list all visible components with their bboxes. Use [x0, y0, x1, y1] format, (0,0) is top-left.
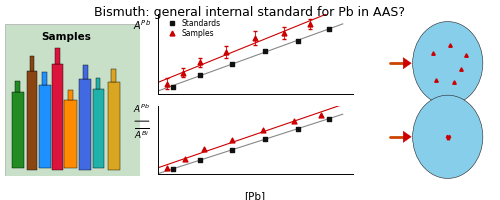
- Bar: [56, 48, 60, 64]
- Bar: [111, 69, 116, 82]
- Legend: Standards, Samples: Standards, Samples: [164, 18, 222, 39]
- Bar: [83, 65, 88, 79]
- Point: [181, 158, 189, 161]
- Circle shape: [422, 32, 474, 94]
- Bar: [12, 92, 24, 168]
- Bar: [96, 78, 100, 89]
- Point: [325, 117, 333, 120]
- Circle shape: [412, 22, 483, 105]
- Circle shape: [439, 53, 456, 74]
- Point: [228, 149, 235, 152]
- Text: Samples: Samples: [41, 32, 90, 42]
- Bar: [93, 89, 104, 168]
- Point: [163, 167, 171, 170]
- Text: $\overline{A^{Bi}}$: $\overline{A^{Bi}}$: [134, 127, 150, 142]
- Bar: [39, 85, 51, 168]
- Point: [318, 113, 326, 116]
- Bar: [52, 64, 63, 170]
- Point: [169, 167, 177, 170]
- Bar: [79, 79, 92, 170]
- Point: [261, 138, 269, 141]
- Point: [228, 62, 235, 65]
- Bar: [68, 90, 73, 100]
- Circle shape: [412, 95, 483, 178]
- Text: $A^{Pb}$: $A^{Pb}$: [134, 103, 150, 115]
- Point: [294, 127, 302, 130]
- Text: Bismuth: general internal standard for Pb in AAS?: Bismuth: general internal standard for P…: [94, 6, 406, 19]
- Circle shape: [430, 42, 466, 84]
- Bar: [30, 56, 34, 71]
- Text: $A^{Pb}$: $A^{Pb}$: [133, 18, 151, 32]
- Point: [259, 129, 267, 132]
- Point: [228, 138, 235, 141]
- Point: [325, 28, 333, 31]
- Point: [196, 158, 204, 161]
- Text: [Pb]: [Pb]: [244, 191, 266, 200]
- Point: [169, 85, 177, 88]
- Bar: [108, 82, 120, 170]
- Point: [196, 74, 204, 77]
- Bar: [26, 71, 38, 170]
- Polygon shape: [403, 58, 411, 69]
- Point: [294, 39, 302, 42]
- Bar: [16, 81, 20, 92]
- Circle shape: [439, 126, 456, 147]
- Bar: [64, 100, 76, 168]
- Point: [290, 119, 298, 123]
- Point: [261, 49, 269, 52]
- Polygon shape: [403, 131, 411, 142]
- Circle shape: [422, 106, 474, 168]
- Bar: [42, 72, 48, 85]
- Point: [200, 148, 208, 151]
- Circle shape: [430, 116, 466, 158]
